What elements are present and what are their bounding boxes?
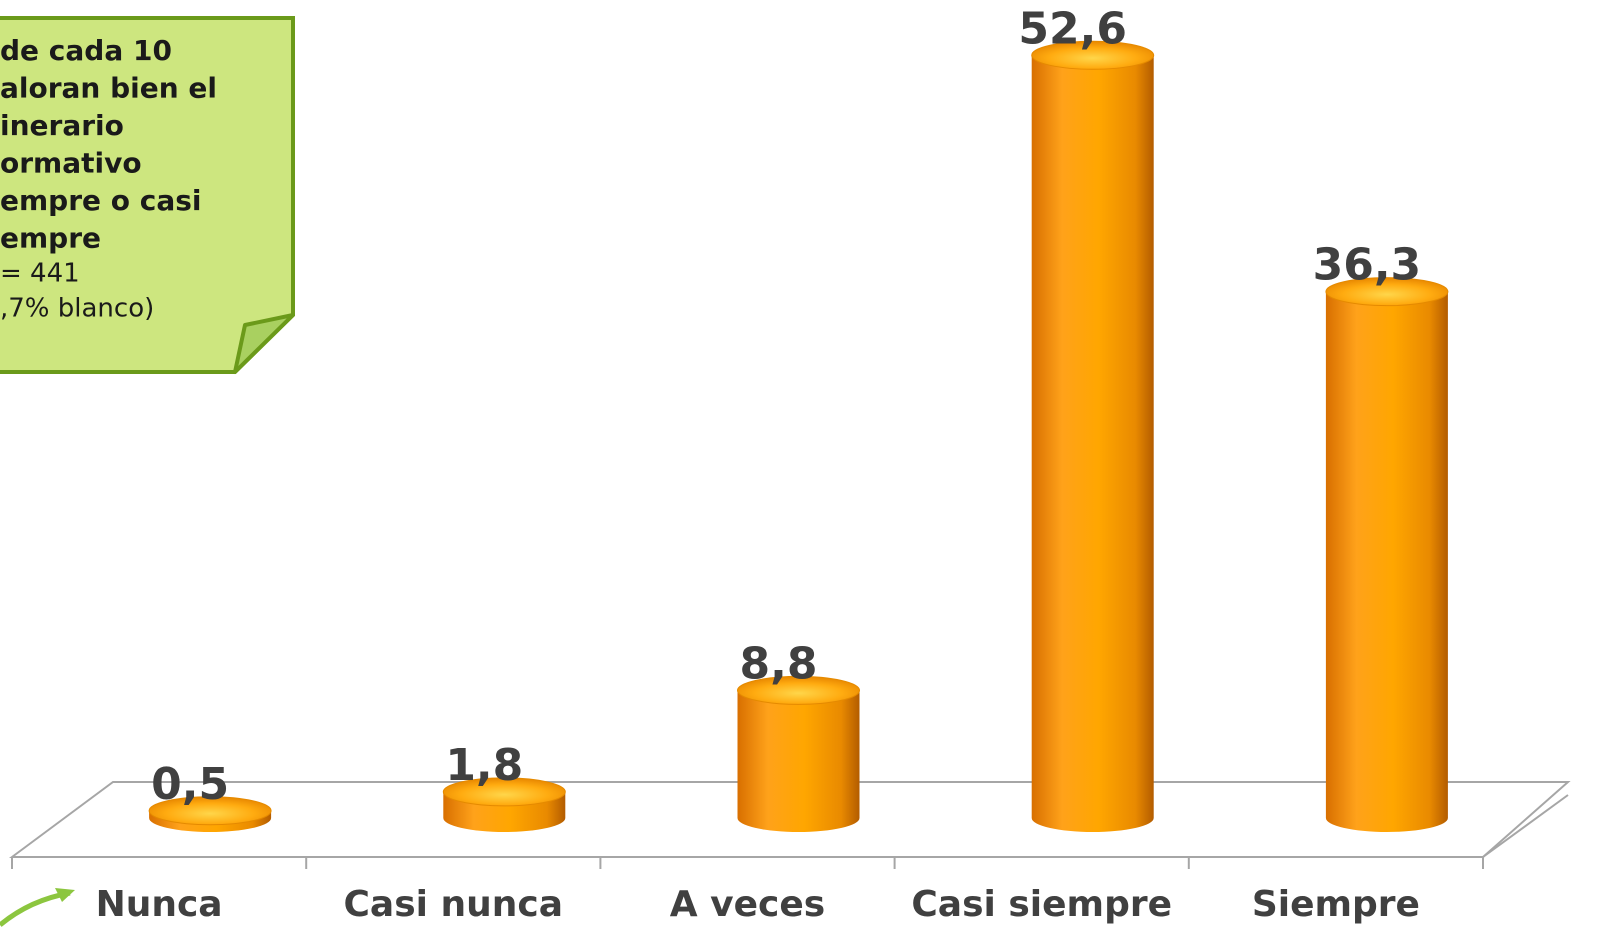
bar-body <box>1325 291 1448 832</box>
data-label: 0,5 <box>151 759 229 810</box>
bar-top <box>1031 40 1155 70</box>
annotation-heading: ormativo <box>0 147 142 180</box>
data-label: 8,8 <box>740 638 818 689</box>
annotation-fold <box>233 313 295 374</box>
bar <box>1325 277 1449 832</box>
bar <box>442 777 566 832</box>
annotation-heading: empre <box>0 222 101 255</box>
x-tick-label: Casi nunca <box>344 884 564 925</box>
x-tick-label: Casi siempre <box>911 884 1172 925</box>
annotation-heading: aloran bien el <box>0 72 217 105</box>
data-label: 52,6 <box>1018 3 1127 54</box>
data-label: 1,8 <box>445 740 523 791</box>
bar-body <box>737 690 860 832</box>
data-label: 36,3 <box>1313 240 1422 291</box>
bar-top <box>1325 277 1449 307</box>
floor-edge <box>1482 794 1569 858</box>
annotation-heading: inerario <box>0 109 124 142</box>
x-tick-label: A veces <box>670 884 825 925</box>
annotation-heading: empre o casi <box>0 184 202 217</box>
bar <box>737 675 860 832</box>
annotation-heading: de cada 10 <box>0 34 172 67</box>
bar-body <box>1031 55 1154 833</box>
bar-top <box>737 675 860 705</box>
annotation: de cada 10 aloran bien el inerario ormativo… <box>0 16 295 374</box>
bar <box>1031 40 1155 833</box>
annotation-note: ,7% blanco) <box>0 294 154 324</box>
bar-top <box>442 777 566 807</box>
x-tick-label: Siempre <box>1252 884 1420 925</box>
bar-top <box>148 796 272 826</box>
logo-arrow-head <box>55 888 75 902</box>
annotation-note: = 441 <box>0 259 80 289</box>
bar <box>148 796 272 832</box>
x-tick-label: Nunca <box>96 884 223 925</box>
logo <box>0 888 75 927</box>
logo-arrow <box>0 890 71 927</box>
